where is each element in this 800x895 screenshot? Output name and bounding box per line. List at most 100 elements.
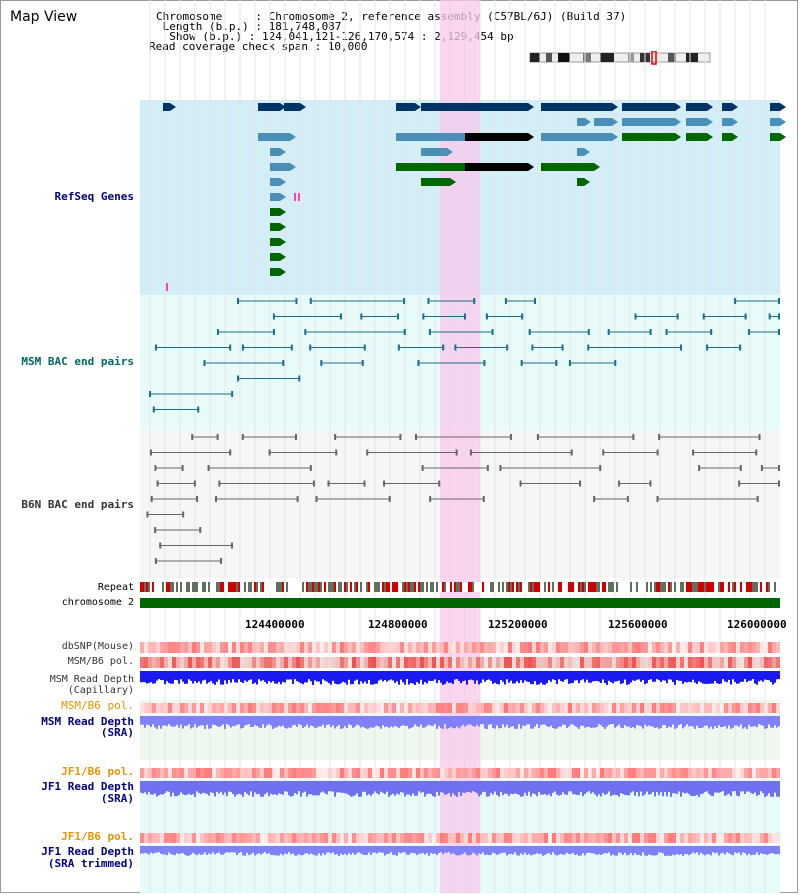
heat-cell bbox=[316, 768, 320, 778]
depth-bar bbox=[622, 671, 624, 684]
depth-bar bbox=[648, 846, 650, 855]
label-msm-b6-pol-2[interactable]: MSM/B6 pol. bbox=[61, 699, 134, 712]
heat-cell bbox=[444, 833, 448, 843]
depth-bar bbox=[750, 671, 752, 681]
label-msm-read-cap[interactable]: MSM Read Depth bbox=[49, 674, 134, 685]
label-jf1-b6-pol[interactable]: JF1/B6 pol. bbox=[61, 765, 134, 778]
depth-bar bbox=[338, 671, 340, 685]
heat-cell bbox=[152, 768, 156, 778]
bac-end bbox=[656, 449, 659, 456]
heat-cell bbox=[360, 642, 364, 653]
depth-bar bbox=[146, 846, 148, 854]
bac-end bbox=[504, 298, 507, 304]
depth-bar bbox=[388, 846, 390, 854]
heat-cell bbox=[384, 642, 388, 653]
repeat-block bbox=[218, 582, 220, 592]
heat-cell bbox=[392, 657, 396, 668]
depth-bar bbox=[262, 781, 264, 797]
depth-bar bbox=[180, 671, 182, 680]
depth-bar bbox=[352, 781, 354, 797]
depth-bar bbox=[384, 781, 386, 795]
heat-cell bbox=[580, 642, 584, 653]
heat-cell bbox=[368, 657, 372, 668]
bac-end bbox=[568, 360, 571, 366]
depth-bar bbox=[620, 781, 622, 794]
depth-bar bbox=[668, 846, 670, 856]
gene-arrow bbox=[450, 178, 456, 186]
depth-bar bbox=[212, 716, 214, 725]
heat-cell bbox=[660, 833, 664, 843]
heat-cell bbox=[440, 833, 444, 843]
heat-cell bbox=[776, 768, 780, 778]
depth-bar bbox=[564, 846, 566, 855]
heat-cell bbox=[472, 642, 476, 653]
label-msm-read-sra[interactable]: MSM Read Depth bbox=[41, 715, 134, 728]
depth-bar bbox=[184, 781, 186, 796]
heat-cell bbox=[456, 768, 460, 778]
depth-bar bbox=[214, 716, 216, 726]
bac-end bbox=[150, 496, 153, 502]
label-repeat[interactable]: Repeat bbox=[97, 582, 134, 593]
repeat-block bbox=[662, 582, 664, 592]
label-jf1-read-sra[interactable]: JF1 Read Depth bbox=[41, 780, 134, 793]
depth-bar bbox=[412, 781, 414, 794]
label-msm-b6-pol[interactable]: MSM/B6 pol. bbox=[67, 656, 134, 667]
depth-bar bbox=[268, 671, 270, 682]
depth-bar bbox=[608, 781, 610, 792]
depth-bar bbox=[352, 671, 354, 685]
repeat-block bbox=[312, 582, 314, 592]
ideogram-band bbox=[583, 53, 591, 62]
depth-bar bbox=[374, 781, 376, 792]
heat-cell bbox=[440, 768, 444, 778]
depth-bar bbox=[238, 671, 240, 680]
heat-cell bbox=[196, 703, 200, 713]
bac-end bbox=[363, 344, 366, 351]
heat-cell bbox=[408, 768, 412, 778]
depth-bar bbox=[356, 781, 358, 794]
depth-bar bbox=[758, 671, 760, 682]
heat-cell bbox=[752, 703, 756, 713]
heat-cell bbox=[164, 703, 168, 713]
heat-cell bbox=[200, 642, 204, 653]
depth-bar bbox=[254, 781, 256, 793]
heat-cell bbox=[140, 703, 144, 713]
depth-bar bbox=[552, 671, 554, 680]
heat-cell bbox=[656, 642, 660, 653]
heat-cell bbox=[308, 833, 312, 843]
depth-bar bbox=[304, 716, 306, 727]
heat-cell bbox=[328, 768, 332, 778]
repeat-block bbox=[162, 582, 164, 592]
depth-bar bbox=[214, 846, 216, 855]
heat-cell bbox=[352, 768, 356, 778]
heat-cell bbox=[216, 642, 220, 653]
depth-bar bbox=[148, 716, 150, 726]
heat-cell bbox=[388, 703, 392, 713]
depth-bar bbox=[508, 781, 510, 796]
heat-cell bbox=[432, 703, 436, 713]
bac-end bbox=[482, 496, 485, 502]
label-jf1-b6-pol-2[interactable]: JF1/B6 pol. bbox=[61, 830, 134, 843]
depth-bar bbox=[618, 671, 620, 681]
heat-cell bbox=[352, 657, 356, 668]
depth-bar bbox=[328, 781, 330, 792]
repeat-block bbox=[734, 582, 736, 592]
label-refseq[interactable]: RefSeq Genes bbox=[54, 190, 134, 203]
repeat-block bbox=[694, 582, 696, 592]
label-msm-bac[interactable]: MSM BAC end pairs bbox=[21, 355, 134, 368]
depth-bar bbox=[424, 781, 426, 797]
bac-end bbox=[758, 434, 761, 440]
label-b6n-bac[interactable]: B6N BAC end pairs bbox=[21, 498, 134, 511]
depth-bar bbox=[538, 781, 540, 793]
depth-bar bbox=[506, 671, 508, 680]
label-dbsnp[interactable]: dbSNP(Mouse) bbox=[61, 641, 134, 652]
repeat-block bbox=[262, 582, 264, 592]
depth-bar bbox=[658, 716, 660, 729]
depth-bar bbox=[660, 846, 662, 853]
depth-bar bbox=[260, 671, 262, 682]
heat-cell bbox=[208, 703, 212, 713]
gene-feature bbox=[270, 148, 280, 156]
depth-bar bbox=[468, 846, 470, 856]
heat-cell bbox=[292, 703, 296, 713]
label-jf1-read-trim[interactable]: JF1 Read Depth bbox=[41, 845, 134, 858]
